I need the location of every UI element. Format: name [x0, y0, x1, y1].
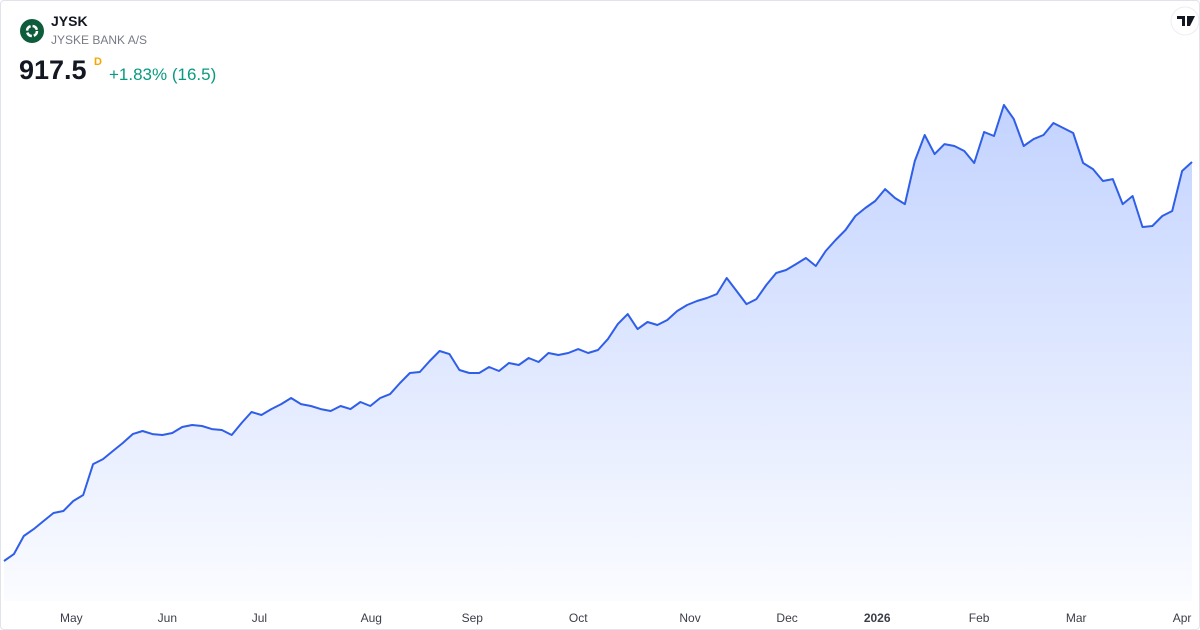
area-fill — [4, 105, 1192, 601]
x-tick-label: 2026 — [864, 611, 891, 625]
tv-logo[interactable] — [1170, 6, 1199, 36]
x-tick-label: May — [60, 611, 83, 625]
x-tick-label: Sep — [462, 611, 484, 625]
x-tick-label: Mar — [1066, 611, 1087, 625]
symbol: JYSK — [51, 13, 88, 29]
symbol-logo — [20, 19, 44, 43]
company-name: JYSKE BANK A/S — [51, 33, 148, 47]
price-flag: D — [94, 56, 102, 68]
x-tick-label: Apr — [1173, 611, 1192, 625]
x-tick-label: Jul — [252, 611, 267, 625]
price-change: +1.83% (16.5) — [109, 65, 217, 84]
x-tick-label: Dec — [776, 611, 797, 625]
x-tick-label: Oct — [569, 611, 588, 625]
price: 917.5 — [19, 55, 87, 85]
price-line — [3, 104, 1193, 562]
x-tick-label: Aug — [361, 611, 382, 625]
x-tick-label: Feb — [969, 611, 990, 625]
x-tick-label: Nov — [679, 611, 700, 625]
logo-mark[interactable] — [1177, 16, 1195, 26]
x-tick-label: Jun — [158, 611, 177, 625]
